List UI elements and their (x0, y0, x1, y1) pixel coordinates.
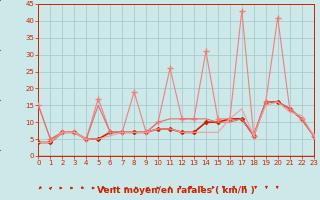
X-axis label: Vent moyen/en rafales ( km/h ): Vent moyen/en rafales ( km/h ) (97, 186, 255, 195)
